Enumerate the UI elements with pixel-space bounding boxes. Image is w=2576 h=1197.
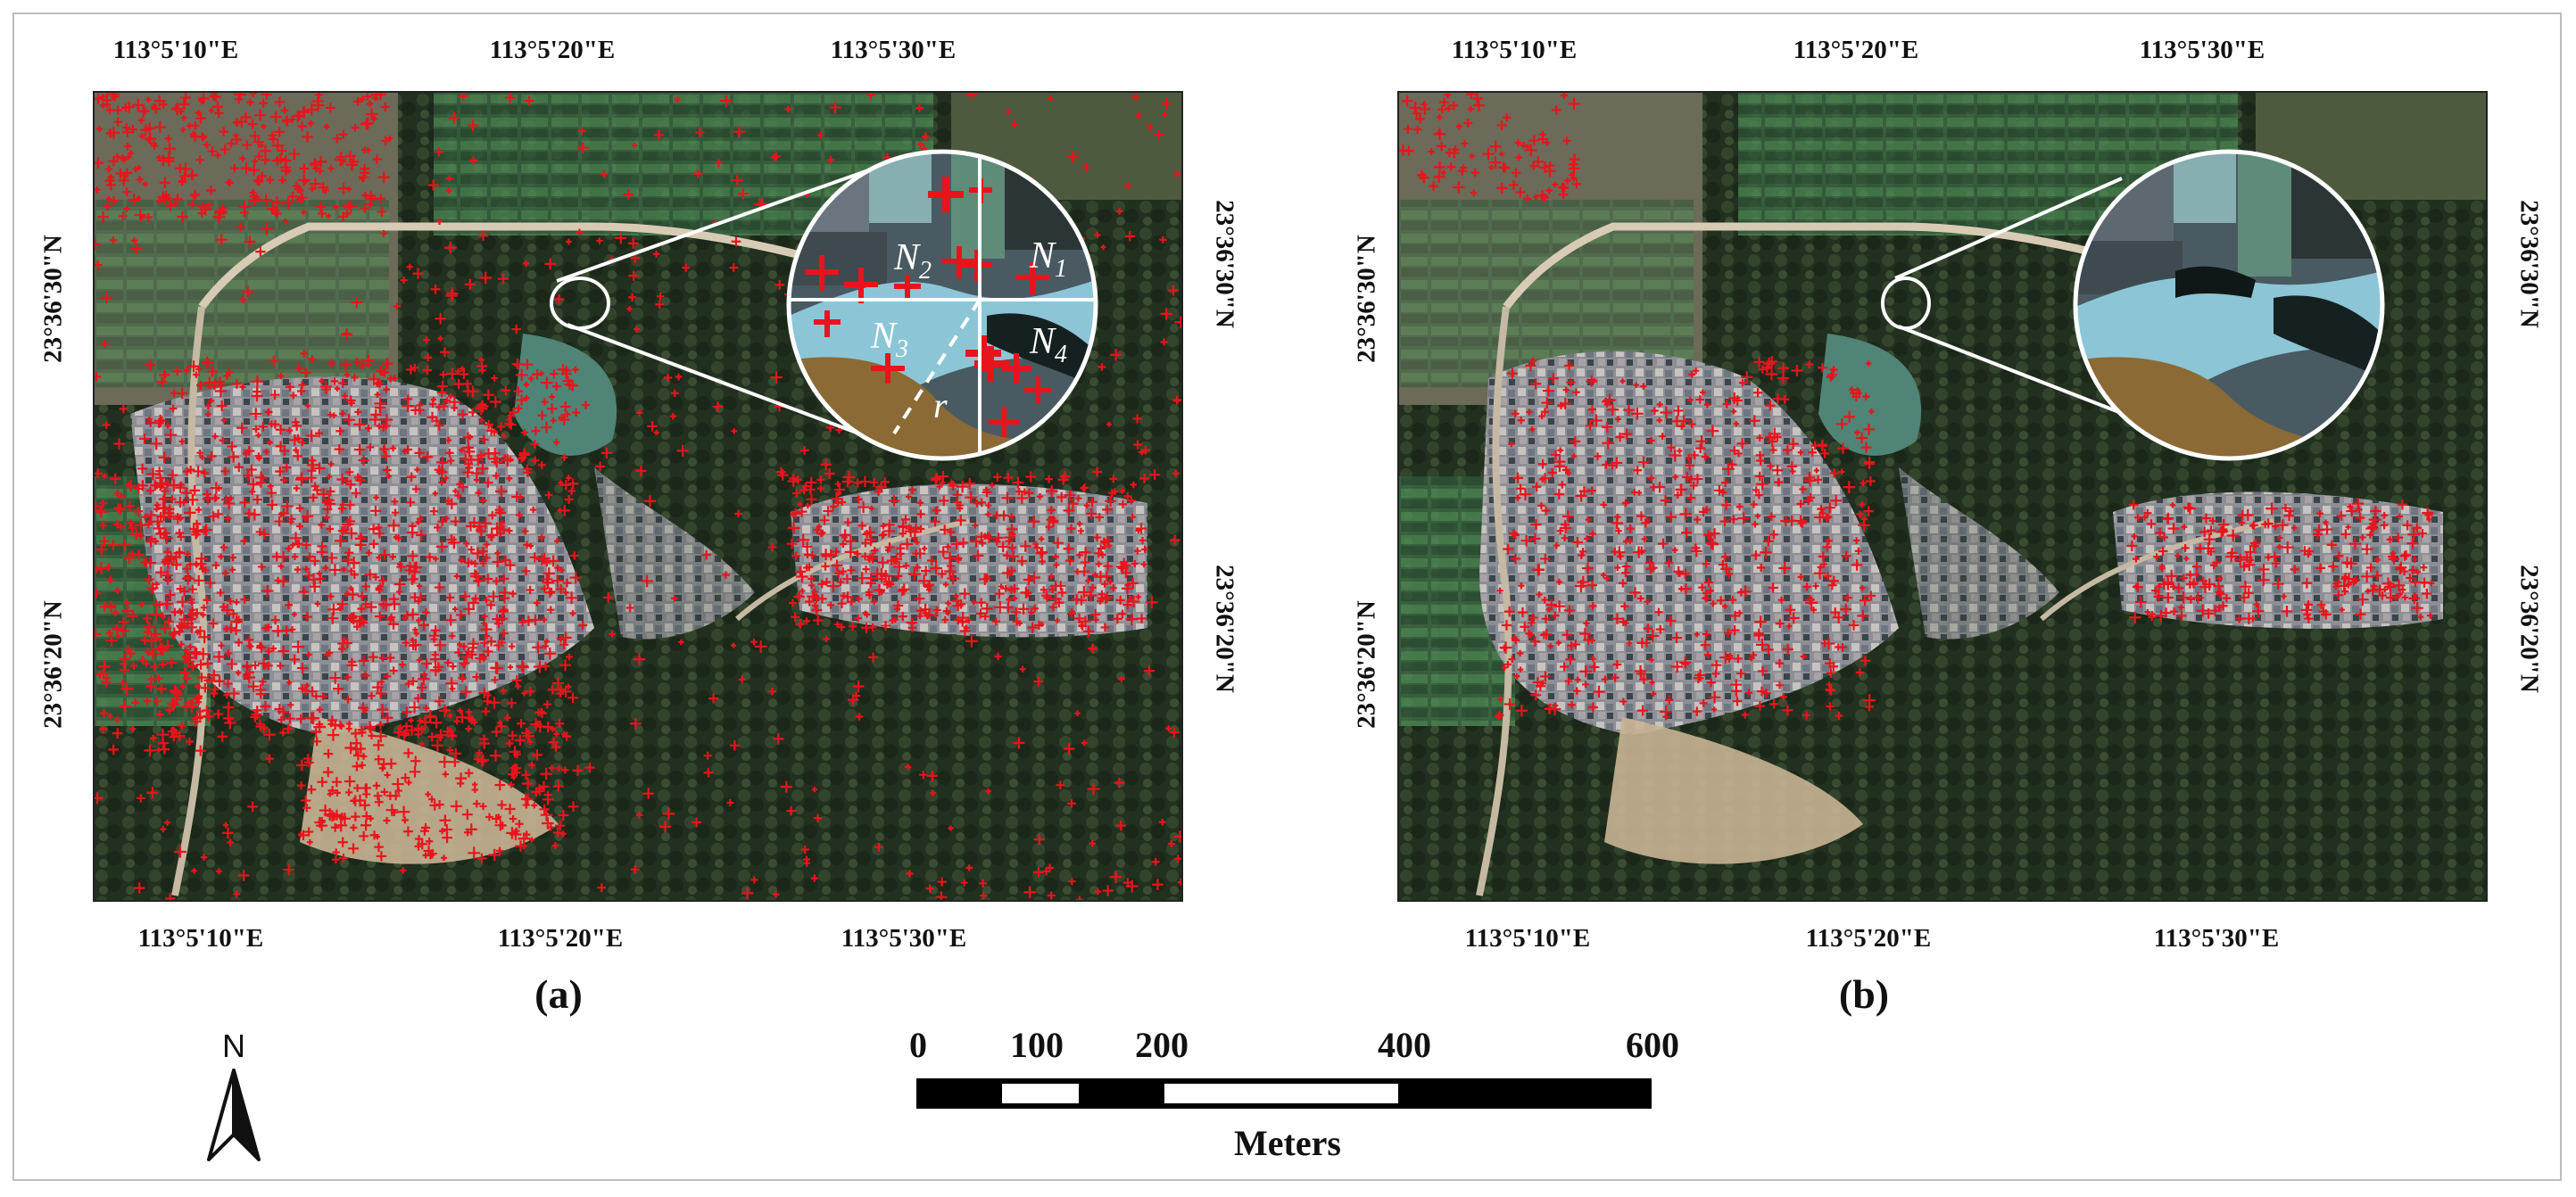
b-bottom-lon-1: 113°5'10"E — [1464, 924, 1591, 953]
b-bottom-lon-2: 113°5'20"E — [1805, 924, 1932, 953]
a-top-lon-2: 113°5'20"E — [489, 36, 616, 64]
a-left-lat-1: 23°36'30"N — [38, 235, 68, 363]
b-right-lat-2: 23°36'20"N — [2514, 565, 2544, 693]
feature-points-a — [95, 93, 1181, 900]
figure-frame — [12, 12, 2562, 1181]
n2-label: N2 — [893, 237, 932, 285]
scale-tick-100: 100 — [1010, 1025, 1064, 1065]
b-top-lon-3: 113°5'30"E — [2139, 36, 2265, 64]
a-bottom-lon-1: 113°5'10"E — [137, 924, 264, 953]
b-top-lon-1: 113°5'10"E — [1451, 36, 1578, 64]
b-left-lat-2: 23°36'20"N — [1352, 600, 1381, 729]
a-top-lon-1: 113°5'10"E — [112, 36, 239, 64]
n4-label: N4 — [1029, 321, 1067, 368]
scale-tick-400: 400 — [1378, 1025, 1431, 1065]
n1-label: N1 — [1029, 235, 1067, 283]
scale-bar — [916, 1078, 1652, 1109]
map-panel-b — [1397, 91, 2488, 902]
radius-label: r — [933, 385, 948, 425]
zoom-source-circle-a — [550, 277, 610, 330]
n3-label: N3 — [870, 316, 908, 363]
a-right-lat-2: 23°36'20"N — [1210, 565, 1239, 693]
scale-tick-200: 200 — [1135, 1025, 1189, 1065]
a-bottom-lon-3: 113°5'30"E — [841, 924, 967, 953]
map-panel-a: N2 N1 N3 N4 r — [93, 91, 1183, 902]
panel-label-a: (a) — [534, 971, 583, 1017]
a-top-lon-3: 113°5'30"E — [830, 36, 957, 64]
panel-label-b: (b) — [1838, 971, 1890, 1017]
satellite-image-a: N2 N1 N3 N4 r — [95, 93, 1181, 900]
north-arrow-label: N — [222, 1028, 245, 1064]
b-left-lat-1: 23°36'30"N — [1352, 235, 1381, 363]
scale-tick-600: 600 — [1626, 1025, 1679, 1065]
scale-bar-unit: Meters — [1234, 1123, 1341, 1163]
scale-tick-0: 0 — [909, 1025, 927, 1065]
a-left-lat-2: 23°36'20"N — [38, 600, 68, 729]
a-right-lat-1: 23°36'30"N — [1210, 200, 1239, 328]
feature-points-b — [1399, 93, 2435, 721]
satellite-image-b — [1399, 93, 2486, 900]
b-bottom-lon-3: 113°5'30"E — [2153, 924, 2280, 953]
zoom-source-circle-b — [1881, 277, 1931, 330]
a-bottom-lon-2: 113°5'20"E — [497, 924, 624, 953]
north-arrow-icon — [207, 1069, 261, 1161]
b-right-lat-1: 23°36'30"N — [2514, 200, 2544, 328]
b-top-lon-2: 113°5'20"E — [1793, 36, 1919, 64]
